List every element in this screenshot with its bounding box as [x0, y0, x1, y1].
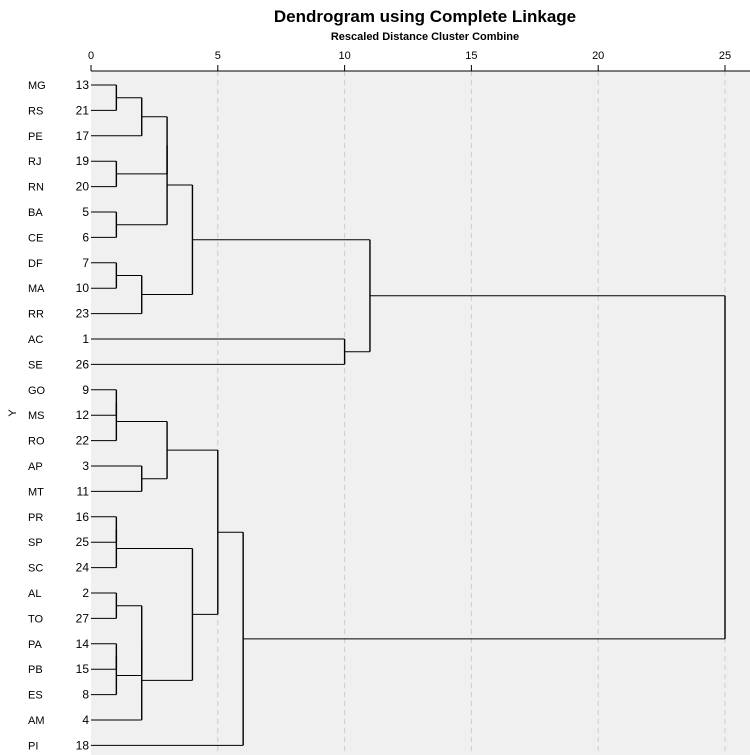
leaf-label: SE [28, 359, 43, 371]
leaf-case-number: 10 [76, 281, 90, 295]
leaf-label: DF [28, 258, 43, 270]
leaf-label: PB [28, 664, 43, 676]
leaf-case-number: 11 [77, 484, 90, 498]
leaf-label: CE [28, 232, 43, 244]
leaf-label: ES [28, 690, 43, 702]
leaf-label: AP [28, 461, 43, 473]
y-axis-label: Y [7, 409, 19, 417]
leaf-case-number: 22 [76, 434, 90, 448]
leaf-case-number: 21 [76, 103, 90, 117]
x-tick-label: 25 [719, 50, 731, 62]
leaf-case-number: 19 [76, 154, 90, 168]
leaf-label: RO [28, 436, 45, 448]
leaf-label: AM [28, 715, 45, 727]
leaf-case-number: 17 [76, 129, 90, 143]
leaf-label: PI [28, 740, 38, 752]
leaf-label: RS [28, 105, 43, 117]
leaf-case-number: 4 [82, 713, 89, 727]
leaf-label: BA [28, 207, 43, 219]
leaf-case-number: 2 [82, 586, 89, 600]
x-tick-label: 20 [592, 50, 604, 62]
leaf-label: SP [28, 537, 43, 549]
leaf-case-number: 26 [76, 357, 90, 371]
chart-title: Dendrogram using Complete Linkage [274, 7, 576, 26]
leaf-label: PA [28, 639, 43, 651]
x-tick-label: 15 [465, 50, 477, 62]
leaf-case-number: 7 [82, 256, 89, 270]
leaf-label: SC [28, 563, 43, 575]
leaf-case-number: 3 [82, 459, 89, 473]
chart-subtitle: Rescaled Distance Cluster Combine [331, 31, 519, 43]
leaf-label: MA [28, 283, 45, 295]
leaf-case-number: 9 [82, 383, 89, 397]
leaf-case-number: 14 [76, 637, 90, 651]
leaf-label: RN [28, 182, 44, 194]
leaf-label: TO [28, 613, 44, 625]
leaf-case-number: 15 [76, 662, 90, 676]
leaf-case-number: 1 [82, 332, 89, 346]
leaf-label: MS [28, 410, 45, 422]
leaf-case-number: 18 [76, 738, 90, 752]
leaf-label: GO [28, 385, 46, 397]
leaf-case-number: 13 [76, 78, 90, 92]
x-tick-label: 10 [338, 50, 350, 62]
leaf-label: MG [28, 80, 46, 92]
x-tick-label: 0 [88, 50, 94, 62]
plot-background [91, 71, 750, 755]
leaf-case-number: 8 [82, 688, 89, 702]
leaf-label: RR [28, 309, 44, 321]
leaf-case-number: 23 [76, 307, 90, 321]
leaf-label: AL [28, 588, 41, 600]
leaf-case-number: 20 [76, 180, 90, 194]
leaf-case-number: 27 [76, 611, 90, 625]
leaf-case-number: 24 [76, 561, 90, 575]
x-tick-label: 5 [215, 50, 221, 62]
leaf-case-number: 5 [82, 205, 89, 219]
leaf-label: AC [28, 334, 43, 346]
leaf-label: RJ [28, 156, 41, 168]
leaf-label: MT [28, 486, 44, 498]
leaf-case-number: 25 [76, 535, 90, 549]
leaf-label: PE [28, 131, 43, 143]
leaf-case-number: 16 [76, 510, 90, 524]
leaf-label: PR [28, 512, 43, 524]
leaf-case-number: 12 [76, 408, 90, 422]
leaf-case-number: 6 [82, 230, 89, 244]
